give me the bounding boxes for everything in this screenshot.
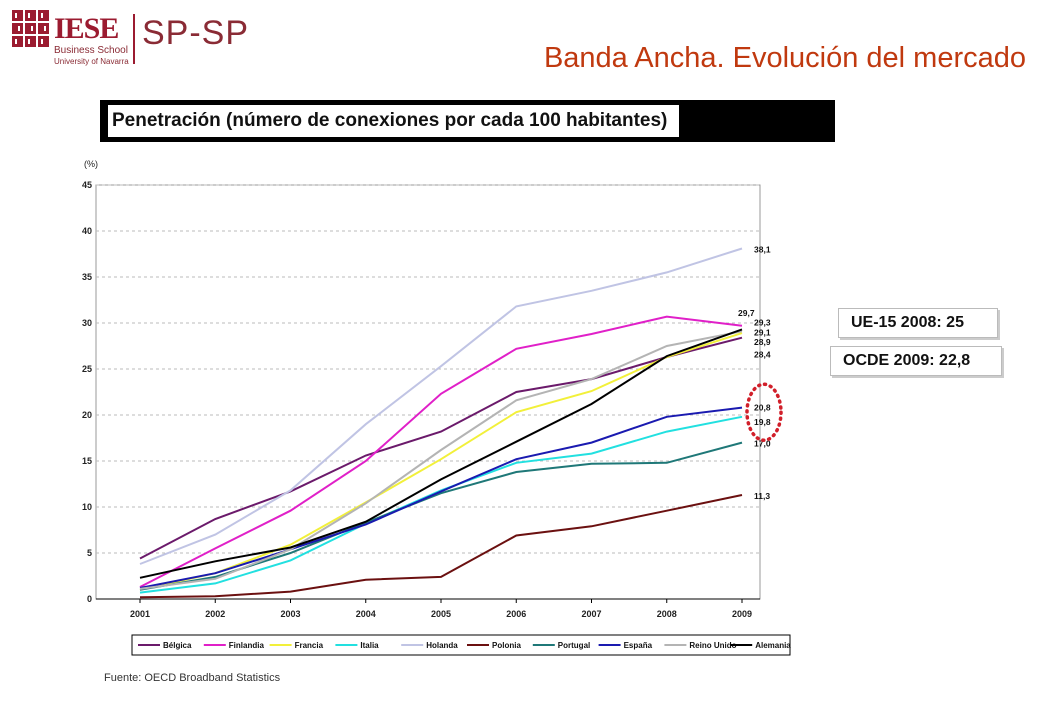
series-line-polonia (139, 494, 743, 599)
y-tick-label: 40 (82, 226, 92, 236)
x-tick-label: 2004 (356, 609, 376, 619)
end-value-label: 17,0 (754, 439, 771, 449)
legend-box (131, 634, 791, 656)
highlight-circle (745, 382, 783, 442)
series-line-bélgica (139, 336, 743, 560)
end-value-label: 19,8 (754, 417, 771, 427)
end-value-label: 29,3 (754, 317, 771, 327)
end-value-label: 38,1 (754, 244, 771, 254)
series-line-holanda (139, 247, 743, 565)
end-value-label: 11,3 (754, 491, 770, 501)
x-tick-label: 2005 (431, 609, 451, 619)
logo-university-text: University of Navarra (54, 57, 129, 66)
y-tick-label: 5 (87, 548, 92, 558)
plot-area (95, 184, 761, 600)
legend-label: Italia (360, 641, 379, 650)
y-tick-label: 45 (82, 180, 92, 190)
x-tick-label: 2009 (732, 609, 752, 619)
y-tick-label: 35 (82, 272, 92, 282)
series-line-reino-unido (139, 330, 743, 590)
end-value-label: 20,8 (754, 403, 771, 413)
logo-school-text: Business School (54, 45, 128, 56)
legend-label: España (624, 641, 653, 650)
legend-label: Finlandia (229, 641, 265, 650)
iese-logo-mark (12, 10, 49, 47)
y-tick-label: 0 (87, 594, 92, 604)
iese-logo: IESE Business School University of Navar… (12, 10, 252, 70)
series-line-alemania (139, 328, 743, 579)
x-tick-label: 2006 (506, 609, 526, 619)
y-tick-label: 25 (82, 364, 92, 374)
end-value-label: 28,9 (754, 337, 771, 347)
series-line-francia (139, 332, 743, 591)
series-line-finlandia (139, 315, 743, 588)
y-axis-label: (%) (84, 159, 98, 169)
legend-label: Portugal (558, 641, 590, 650)
logo-main-text: IESE (54, 12, 119, 45)
source-note: Fuente: OECD Broadband Statistics (104, 672, 281, 684)
legend-label: Francia (295, 641, 324, 650)
x-tick-label: 2007 (581, 609, 601, 619)
y-tick-label: 15 (82, 456, 92, 466)
subtitle-banner: Penetración (número de conexiones por ca… (100, 100, 835, 142)
x-tick-label: 2003 (280, 609, 300, 619)
x-tick-label: 2008 (657, 609, 677, 619)
legend-label: Bélgica (163, 641, 192, 650)
end-value-label: 29,7 (738, 308, 755, 318)
logo-unit-text: SP-SP (142, 14, 250, 52)
broadband-line-chart: 0 5 10 15 20 25 30 35 40 45 (%) 2001 2002 2003 2004 200… (82, 159, 791, 656)
legend-label: Holanda (426, 641, 458, 650)
y-tick-label: 10 (82, 502, 92, 512)
y-tick-label: 20 (82, 410, 92, 420)
ocde-callout: OCDE 2009: 22,8 (830, 346, 1002, 376)
series-line-españa (139, 406, 743, 589)
legend-label: Alemania (755, 641, 791, 650)
legend-label: Reino Unido (689, 641, 736, 650)
eu15-callout: UE-15 2008: 25 (838, 308, 998, 338)
end-value-label: 29,1 (754, 327, 771, 337)
logo-separator (133, 14, 135, 64)
x-tick-label: 2002 (205, 609, 225, 619)
slide-title: Banda Ancha. Evolución del mercado (543, 42, 1026, 74)
end-value-label: 28,4 (754, 350, 771, 360)
x-tick-label: 2001 (130, 609, 150, 619)
subtitle-text: Penetración (número de conexiones por ca… (108, 105, 680, 137)
legend-label: Polonia (492, 641, 521, 650)
y-tick-label: 30 (82, 318, 92, 328)
